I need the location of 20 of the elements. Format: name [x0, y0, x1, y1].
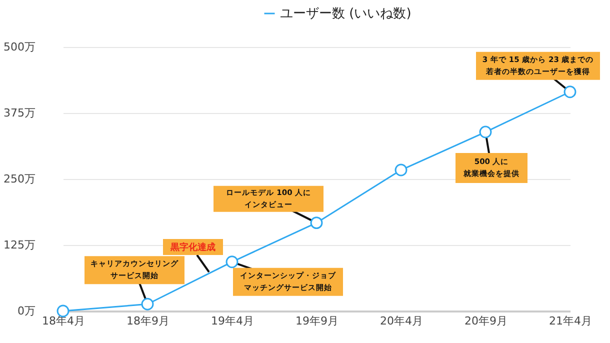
- y-tick-label: 0万: [18, 304, 36, 318]
- x-tick-label: 21年4月: [549, 314, 592, 328]
- x-tick-label: 19年9月: [296, 314, 338, 328]
- point: [394, 164, 408, 176]
- point: [141, 298, 154, 310]
- x-tick-label: 19年4月: [211, 314, 254, 328]
- y-tick-label: 375万: [4, 106, 36, 120]
- x-tick-label: 20年4月: [380, 314, 423, 328]
- point: [479, 126, 492, 138]
- y-tick-label: 500万: [4, 40, 36, 54]
- y-tick-label: 125万: [4, 238, 36, 252]
- legend-label: ユーザー数 (いいね数): [280, 6, 412, 22]
- point: [226, 256, 238, 268]
- point: [564, 86, 576, 98]
- x-tick-label: 18年4月: [42, 314, 85, 328]
- y-tick-label: 250万: [4, 172, 36, 186]
- annotation: 黒字化達成: [170, 242, 216, 253]
- x-tick-label: 20年9月: [464, 314, 508, 328]
- x-tick-label: 18年9月: [126, 314, 170, 328]
- point: [310, 216, 323, 230]
